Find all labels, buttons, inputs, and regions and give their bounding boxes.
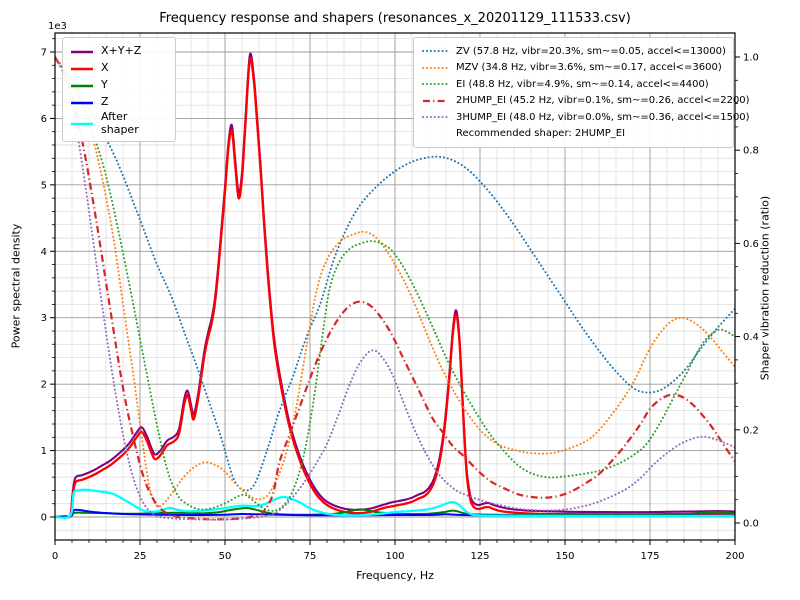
after-shaper-line-swatch <box>71 122 93 125</box>
svg-text:4: 4 <box>41 247 47 258</box>
y-line-swatch <box>71 84 93 87</box>
legend-label-mzv: MZV (34.8 Hz, vibr=3.6%, sm~=0.17, accel… <box>456 62 722 74</box>
legend-item-ei: EI (48.8 Hz, vibr=4.9%, sm~=0.14, accel<… <box>421 76 726 93</box>
tick-labels: 0 25 50 75 100 125 150 175 200 0 1 2 3 4 5 6 7 0.0 0.2 0.4 0… <box>41 47 759 562</box>
legend-item-3hump-ei: 3HUMP_EI (48.0 Hz, vibr=0.0%, sm~=0.36, … <box>421 109 750 126</box>
shapers-legend: ZV (57.8 Hz, vibr=20.3%, sm~=0.05, accel… <box>413 37 750 148</box>
svg-text:0.2: 0.2 <box>743 425 759 436</box>
legend-label-z: Z <box>101 95 109 109</box>
svg-text:1.0: 1.0 <box>743 53 759 64</box>
legend-item-z: Z <box>70 94 168 111</box>
svg-text:25: 25 <box>134 551 147 562</box>
curve-ei <box>55 56 735 512</box>
svg-text:3: 3 <box>41 313 47 324</box>
chart-title: Frequency response and shapers (resonanc… <box>159 11 631 26</box>
svg-text:0.8: 0.8 <box>743 146 759 157</box>
svg-text:7: 7 <box>41 47 47 58</box>
legend-label-xyz: X+Y+Z <box>101 44 142 58</box>
svg-text:200: 200 <box>725 551 744 562</box>
recommended-shaper-text: Recommended shaper: 2HUMP_EI <box>456 128 626 140</box>
legend-item-x: X <box>70 60 168 77</box>
left-y-axis-label: Power spectral density <box>9 223 23 349</box>
legend-label-after-shaper: After shaper <box>101 110 139 136</box>
legend-item-xyz: X+Y+Z <box>70 43 168 60</box>
svg-text:125: 125 <box>470 551 489 562</box>
svg-text:5: 5 <box>41 180 47 191</box>
zv-line-swatch <box>422 50 448 53</box>
svg-text:75: 75 <box>304 551 317 562</box>
tick-marks <box>50 38 740 545</box>
right-y-axis-label: Shaper vibration reduction (ratio) <box>758 195 772 381</box>
svg-text:100: 100 <box>385 551 404 562</box>
x-line-swatch <box>71 67 93 70</box>
svg-text:2: 2 <box>41 380 47 391</box>
svg-text:0: 0 <box>52 551 58 562</box>
svg-text:0.0: 0.0 <box>743 519 759 530</box>
recommended-shaper-note: Recommended shaper: 2HUMP_EI <box>421 126 726 143</box>
legend-label-3hump-ei: 3HUMP_EI (48.0 Hz, vibr=0.0%, sm~=0.36, … <box>456 111 750 123</box>
curve-zv <box>55 56 735 492</box>
svg-text:0.4: 0.4 <box>743 332 759 343</box>
curve-after <box>55 488 735 519</box>
legend-item-y: Y <box>70 77 168 94</box>
svg-text:150: 150 <box>555 551 574 562</box>
legend-label-zv: ZV (57.8 Hz, vibr=20.3%, sm~=0.05, accel… <box>456 45 726 57</box>
legend-item-2hump-ei: 2HUMP_EI (45.2 Hz, vibr=0.1%, sm~=0.26, … <box>421 93 750 110</box>
legend-label-x: X <box>101 61 109 75</box>
legend-label-2hump-ei: 2HUMP_EI (45.2 Hz, vibr=0.1%, sm~=0.26, … <box>456 95 750 107</box>
z-line-swatch <box>71 101 93 104</box>
legend-item-after-shaper: After shaper <box>70 110 168 136</box>
x-axis-label: Frequency, Hz <box>356 569 434 582</box>
svg-text:50: 50 <box>219 551 232 562</box>
legend-item-zv: ZV (57.8 Hz, vibr=20.3%, sm~=0.05, accel… <box>421 43 726 60</box>
3hump-ei-line-swatch <box>422 116 448 119</box>
legend-label-y: Y <box>101 78 108 92</box>
svg-text:175: 175 <box>640 551 659 562</box>
xyz-line-swatch <box>71 50 93 53</box>
curve-hump2 <box>55 56 735 521</box>
curves-layer <box>55 52 735 521</box>
psd-legend: X+Y+Z X Y Z After shaper <box>62 37 176 143</box>
2hump-ei-line-swatch <box>423 99 447 102</box>
curve-hump3 <box>55 56 735 521</box>
svg-text:0.6: 0.6 <box>743 239 759 250</box>
legend-label-ei: EI (48.8 Hz, vibr=4.9%, sm~=0.14, accel<… <box>456 78 709 90</box>
ei-line-swatch <box>422 83 448 86</box>
y-axis-offset-label: 1e3 <box>48 21 67 32</box>
svg-text:1: 1 <box>41 446 47 457</box>
curve-x <box>55 57 735 519</box>
svg-text:0: 0 <box>41 513 47 524</box>
mzv-line-swatch <box>422 66 448 69</box>
legend-item-mzv: MZV (34.8 Hz, vibr=3.6%, sm~=0.17, accel… <box>421 60 726 77</box>
svg-text:6: 6 <box>41 114 47 125</box>
